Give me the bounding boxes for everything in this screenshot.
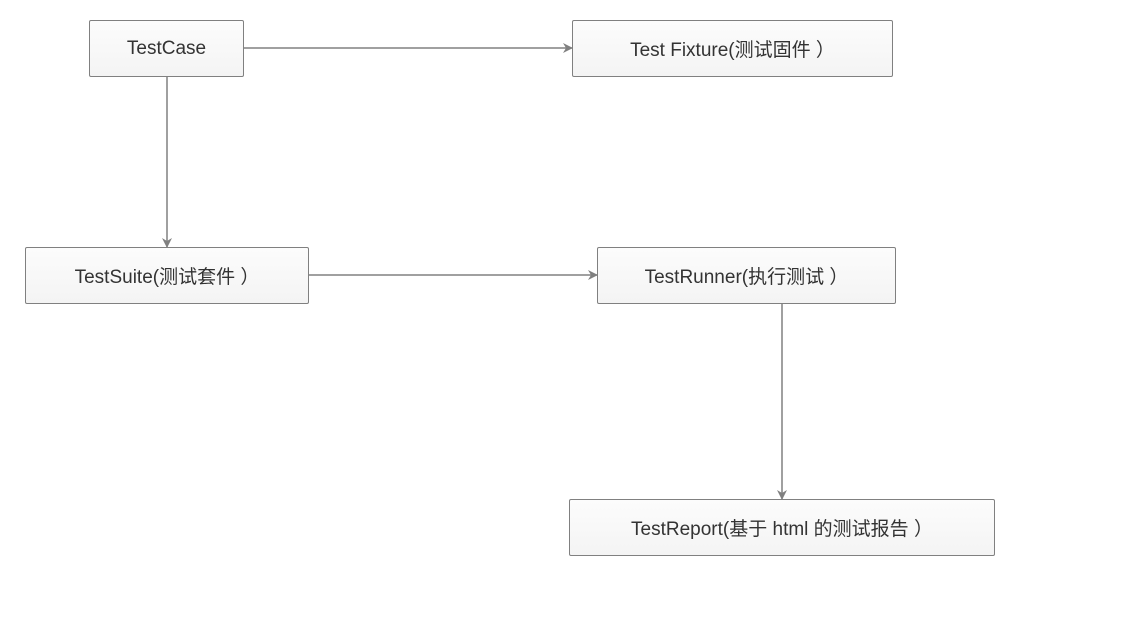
node-label: Test Fixture(测试固件 ） [630,35,835,62]
node-label: TestSuite(测试套件 ） [75,262,260,289]
flowchart-node-testsuite: TestSuite(测试套件 ） [25,247,309,304]
flowchart-node-testreport: TestReport(基于 html 的测试报告 ） [569,499,995,556]
node-label: TestReport(基于 html 的测试报告 ） [631,514,933,541]
node-label: TestRunner(执行测试 ） [645,262,849,289]
flowchart-node-testfixture: Test Fixture(测试固件 ） [572,20,893,77]
node-label: TestCase [127,38,206,60]
flowchart-diagram: TestCase Test Fixture(测试固件 ） TestSuite(测试套… [0,0,1124,623]
flowchart-node-testrunner: TestRunner(执行测试 ） [597,247,896,304]
flowchart-node-testcase: TestCase [89,20,244,77]
